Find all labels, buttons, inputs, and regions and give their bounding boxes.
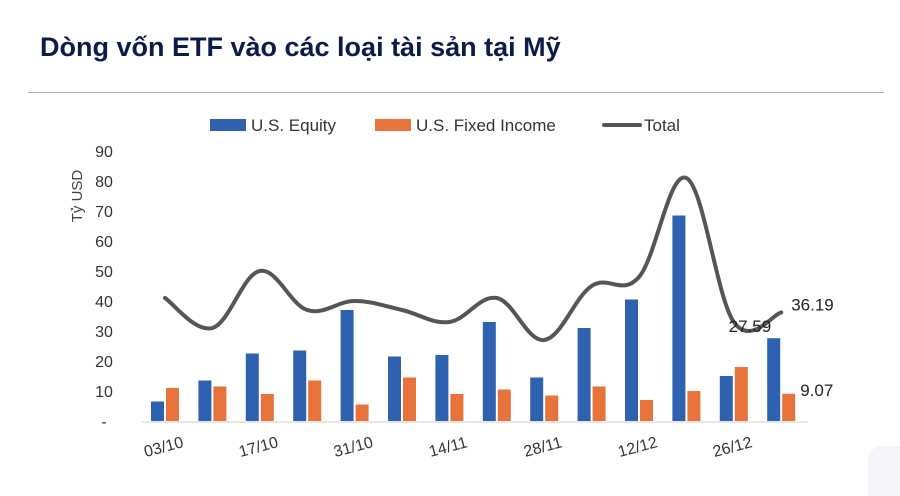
bar-us-fixed-income — [782, 393, 796, 421]
bar-us-equity — [625, 299, 638, 421]
bar-us-equity — [245, 353, 259, 421]
y-tick-label: 10 — [95, 384, 113, 401]
x-tick-label: 17/10 — [237, 434, 280, 461]
bar-us-equity — [767, 338, 781, 421]
bar-us-equity — [530, 377, 544, 421]
data-label-us-equity: 27.59 — [729, 317, 772, 336]
bar-us-fixed-income — [308, 380, 322, 421]
data-label-us-fixed-income: 9.07 — [800, 381, 833, 400]
y-tick-label: - — [101, 414, 106, 431]
bar-us-fixed-income — [260, 394, 274, 421]
bar-us-fixed-income — [213, 386, 227, 421]
y-axis-label: Tỷ USD — [69, 170, 86, 223]
page-title: Dòng vốn ETF vào các loại tài sản tại Mỹ — [40, 32, 561, 62]
title-divider — [28, 92, 884, 93]
y-tick-label: 40 — [95, 294, 113, 311]
corner-widget — [868, 446, 900, 496]
bar-us-equity — [198, 380, 212, 421]
x-tick-label: 14/11 — [427, 434, 469, 461]
bar-us-equity — [672, 215, 686, 421]
y-tick-label: 30 — [95, 324, 113, 341]
x-tick-label: 12/12 — [616, 434, 659, 461]
line-total — [163, 175, 784, 342]
x-tick-label: 28/11 — [522, 434, 564, 461]
legend-label-us-equity: U.S. Equity — [251, 116, 337, 135]
y-tick-label: 50 — [95, 264, 113, 281]
data-label-total: 36.19 — [791, 295, 834, 314]
bar-us-fixed-income — [166, 388, 179, 421]
legend-label-us-fixed-income: U.S. Fixed Income — [416, 116, 556, 135]
bar-us-fixed-income — [355, 404, 369, 421]
y-tick-label: 60 — [95, 234, 113, 251]
bar-us-fixed-income — [450, 394, 464, 421]
bar-us-fixed-income — [403, 377, 416, 421]
y-tick-label: 90 — [95, 144, 113, 161]
x-tick-label: 03/10 — [142, 434, 185, 461]
legend-swatch-us-equity — [210, 119, 246, 131]
bar-us-fixed-income — [592, 386, 606, 421]
bar-us-equity — [151, 401, 164, 421]
bar-us-equity — [388, 356, 401, 421]
bar-us-fixed-income — [497, 389, 511, 421]
legend-swatch-us-fixed-income — [375, 119, 411, 131]
bar-us-equity — [340, 310, 354, 421]
x-tick-label: 26/12 — [711, 434, 754, 461]
bar-us-fixed-income — [687, 391, 701, 421]
y-tick-label: 70 — [95, 204, 113, 221]
bar-us-equity — [482, 322, 496, 421]
bar-us-fixed-income — [545, 395, 559, 421]
bar-us-fixed-income — [734, 367, 748, 421]
bar-us-equity — [577, 328, 591, 421]
legend-label-total: Total — [644, 116, 680, 135]
bar-us-equity — [435, 355, 449, 421]
x-tick-label: 31/10 — [332, 434, 375, 461]
y-tick-label: 80 — [95, 174, 113, 191]
bar-us-fixed-income — [640, 400, 653, 421]
bar-us-equity — [719, 376, 733, 421]
y-tick-label: 20 — [95, 354, 113, 371]
bar-us-equity — [293, 350, 307, 421]
